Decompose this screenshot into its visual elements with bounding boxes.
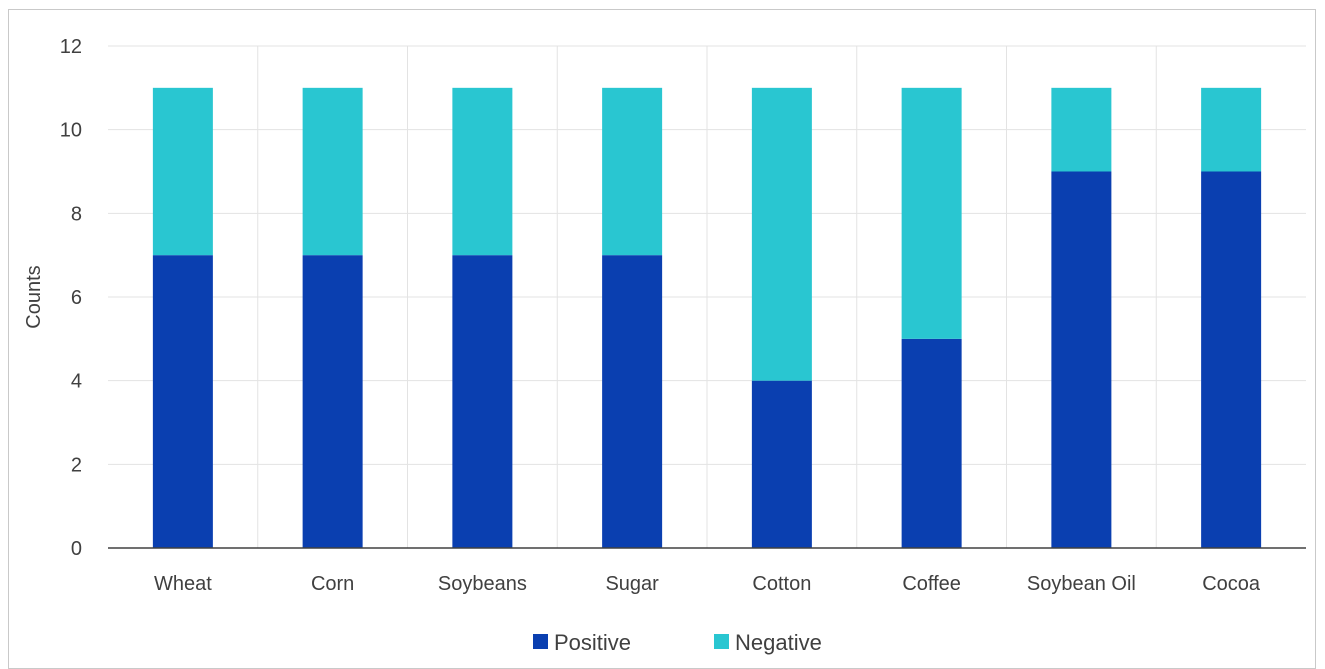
bar-negative-sugar xyxy=(602,87,663,256)
bar-positive-cocoa xyxy=(1201,171,1262,548)
bar-negative-cotton xyxy=(751,87,812,381)
bar-positive-soybean-oil xyxy=(1051,171,1112,548)
x-tick-label: Corn xyxy=(311,573,354,595)
legend-label-positive: Positive xyxy=(554,630,631,655)
y-tick-label: 2 xyxy=(71,454,82,476)
x-axis-ticks: Wheat Corn Soybeans Sugar Cotton Coffee Soybea… xyxy=(154,573,1261,595)
legend-swatch-negative xyxy=(714,634,729,649)
bar-positive-coffee xyxy=(901,338,962,548)
x-tick-label: Sugar xyxy=(605,573,659,595)
y-tick-label: 0 xyxy=(71,538,82,560)
bar-negative-soybean-oil xyxy=(1051,87,1112,172)
bar-negative-wheat xyxy=(152,87,213,256)
x-tick-label: Coffee xyxy=(902,573,961,595)
y-tick-label: 12 xyxy=(60,36,82,58)
x-tick-label: Soybeans xyxy=(438,573,527,595)
bar-negative-coffee xyxy=(901,87,962,339)
y-axis-title: Counts xyxy=(23,265,45,328)
bar-negative-cocoa xyxy=(1201,87,1262,172)
bar-negative-soybeans xyxy=(452,87,513,256)
bar-positive-soybeans xyxy=(452,255,513,548)
bars xyxy=(152,87,1262,548)
y-tick-label: 4 xyxy=(71,371,82,393)
bar-positive-sugar xyxy=(602,255,663,548)
y-tick-label: 6 xyxy=(71,287,82,309)
legend-swatch-positive xyxy=(533,634,548,649)
x-tick-label: Cocoa xyxy=(1202,573,1261,595)
x-tick-label: Wheat xyxy=(154,573,212,595)
y-tick-label: 10 xyxy=(60,120,82,142)
legend: Positive Negative xyxy=(533,630,822,655)
bar-negative-corn xyxy=(302,87,363,256)
x-tick-label: Soybean Oil xyxy=(1027,573,1136,595)
gridlines xyxy=(108,45,1306,548)
bar-positive-wheat xyxy=(152,255,213,548)
bar-positive-cotton xyxy=(751,380,812,548)
x-tick-label: Cotton xyxy=(752,573,811,595)
legend-label-negative: Negative xyxy=(735,630,822,655)
y-tick-label: 8 xyxy=(71,203,82,225)
y-axis-ticks: 0 2 4 6 8 10 12 xyxy=(60,36,82,560)
bar-positive-corn xyxy=(302,255,363,548)
